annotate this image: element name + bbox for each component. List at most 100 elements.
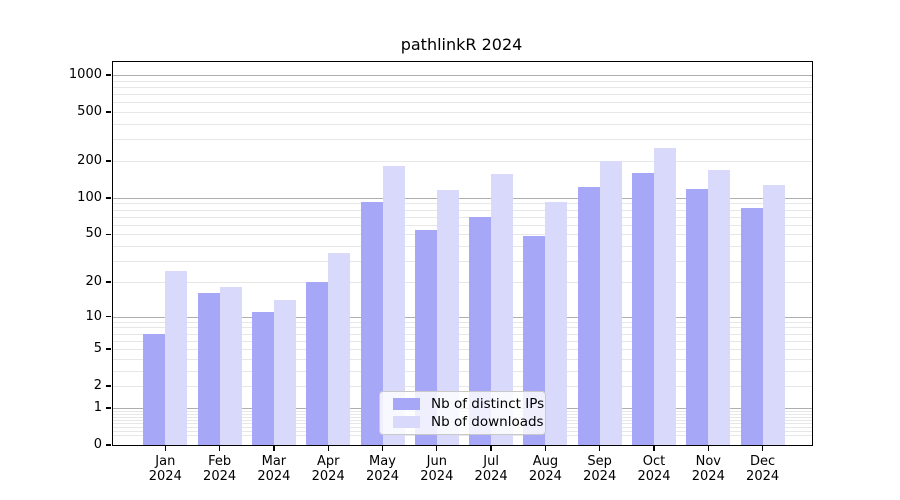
y-tick-label-1: 1	[93, 399, 102, 415]
bar-jul-distinct-ips	[469, 216, 492, 445]
bar-nov-downloads	[708, 170, 731, 445]
x-tick-year-text: 2024	[148, 469, 182, 484]
bar-apr-downloads	[328, 253, 351, 445]
x-tick-month-text: Sep	[587, 454, 612, 469]
y-tick-label-5: 5	[93, 341, 102, 357]
major-gridline-100	[113, 197, 812, 199]
minor-gridline	[113, 161, 812, 163]
x-tick-label-oct: Oct 2024	[623, 454, 685, 484]
y-tick-label-50: 50	[85, 226, 102, 242]
x-tick-month-text: Aug	[532, 454, 559, 469]
y-tick-0	[106, 444, 111, 446]
bar-mar-distinct-ips	[251, 311, 274, 445]
x-tick-year-text: 2024	[420, 469, 454, 484]
bar-oct-distinct-ips	[632, 172, 654, 445]
x-tick-aug	[544, 446, 547, 451]
minor-gridline	[113, 358, 812, 360]
x-tick-jun	[436, 446, 438, 451]
minor-gridline	[113, 124, 812, 126]
x-tick-label-mar: Mar 2024	[243, 454, 305, 484]
x-tick-month-text: May	[369, 454, 396, 469]
minor-gridline	[113, 281, 812, 283]
minor-gridline	[113, 102, 812, 104]
y-tick-label-100: 100	[77, 189, 102, 205]
bar-oct-downloads	[654, 148, 676, 445]
x-tick-month-text: Jul	[483, 454, 499, 469]
minor-gridline	[113, 349, 812, 351]
x-tick-year-text: 2024	[365, 469, 400, 484]
bar-jun-downloads	[436, 190, 459, 445]
x-tick-nov	[707, 446, 709, 451]
x-tick-feb	[218, 446, 221, 451]
x-tick-month-text: Nov	[695, 454, 721, 469]
y-tick-10	[106, 315, 111, 318]
minor-gridline	[113, 216, 812, 218]
x-tick-label-may: May 2024	[352, 454, 414, 484]
x-tick-label-aug: Aug 2024	[514, 454, 576, 484]
x-tick-year-text: 2024	[691, 469, 725, 484]
minor-gridline	[113, 435, 812, 437]
legend-swatch-downloads-icon	[393, 416, 420, 428]
x-tick-year-text: 2024	[474, 469, 508, 484]
x-tick-jan	[164, 446, 166, 451]
bar-may-distinct-ips	[360, 202, 383, 445]
legend-entry-downloads: Nb of downloads	[393, 413, 545, 430]
x-tick-label-jan: Jan 2024	[134, 454, 196, 484]
x-tick-year-text: 2024	[583, 469, 617, 484]
minor-gridline	[113, 209, 812, 211]
y-tick-label-500: 500	[77, 104, 102, 120]
x-tick-jul	[490, 446, 492, 451]
y-tick-20	[106, 281, 111, 283]
x-tick-month-text: Mar	[261, 454, 287, 469]
x-tick-label-jun: Jun 2024	[406, 454, 468, 484]
major-gridline-10	[113, 316, 812, 318]
minor-gridline	[113, 139, 812, 141]
legend-label-downloads: Nb of downloads	[431, 413, 544, 430]
minor-gridline	[113, 327, 812, 329]
x-tick-label-sep: Sep 2024	[569, 454, 631, 484]
bar-apr-distinct-ips	[306, 281, 329, 445]
plot-area: Nb of distinct IPs Nb of downloads Jan 20…	[69, 61, 813, 484]
y-tick-2	[106, 385, 111, 387]
y-tick-label-20: 20	[85, 273, 102, 289]
legend-entry-distinct-ips: Nb of distinct IPs	[393, 396, 545, 412]
bar-dec-distinct-ips	[740, 207, 763, 445]
x-tick-month-text: Oct	[642, 454, 666, 469]
y-tick-1000	[106, 74, 111, 76]
x-tick-month-text: Jun	[426, 454, 447, 469]
y-tick-50	[106, 233, 111, 236]
minor-gridline	[113, 261, 812, 263]
minor-gridline	[113, 370, 812, 372]
legend: Nb of distinct IPs Nb of downloads	[379, 391, 546, 435]
bar-jan-distinct-ips	[143, 333, 166, 445]
y-tick-label-0: 0	[93, 437, 102, 452]
y-tick-100	[106, 197, 111, 199]
x-tick-label-nov: Nov 2024	[677, 454, 739, 484]
x-tick-apr	[327, 446, 329, 451]
y-tick-label-2: 2	[93, 378, 102, 394]
bar-mar-downloads	[273, 300, 296, 445]
x-tick-year-text: 2024	[311, 469, 345, 484]
bar-aug-downloads	[545, 201, 568, 445]
minor-gridline	[113, 333, 812, 335]
bar-feb-downloads	[219, 287, 242, 445]
major-gridline-1000	[113, 75, 812, 77]
bar-jan-downloads	[165, 270, 188, 445]
minor-gridline	[113, 224, 812, 226]
minor-gridline	[113, 80, 812, 82]
x-tick-label-jul: Jul 2024	[460, 454, 522, 484]
minor-gridline	[113, 340, 812, 342]
bar-feb-distinct-ips	[197, 293, 220, 445]
x-tick-year-text: 2024	[637, 469, 671, 484]
x-tick-label-apr: Apr 2024	[297, 454, 359, 484]
x-tick-year-text: 2024	[203, 469, 237, 484]
minor-gridline	[113, 246, 812, 248]
x-tick-dec	[761, 446, 764, 451]
x-tick-month-text: Dec	[750, 454, 776, 469]
x-tick-month-text: Jan	[155, 454, 176, 469]
chart-title: pathlinkR 2024	[400, 35, 523, 54]
bar-jul-downloads	[491, 173, 514, 445]
x-tick-may	[381, 446, 384, 451]
x-tick-year-text: 2024	[257, 469, 291, 484]
